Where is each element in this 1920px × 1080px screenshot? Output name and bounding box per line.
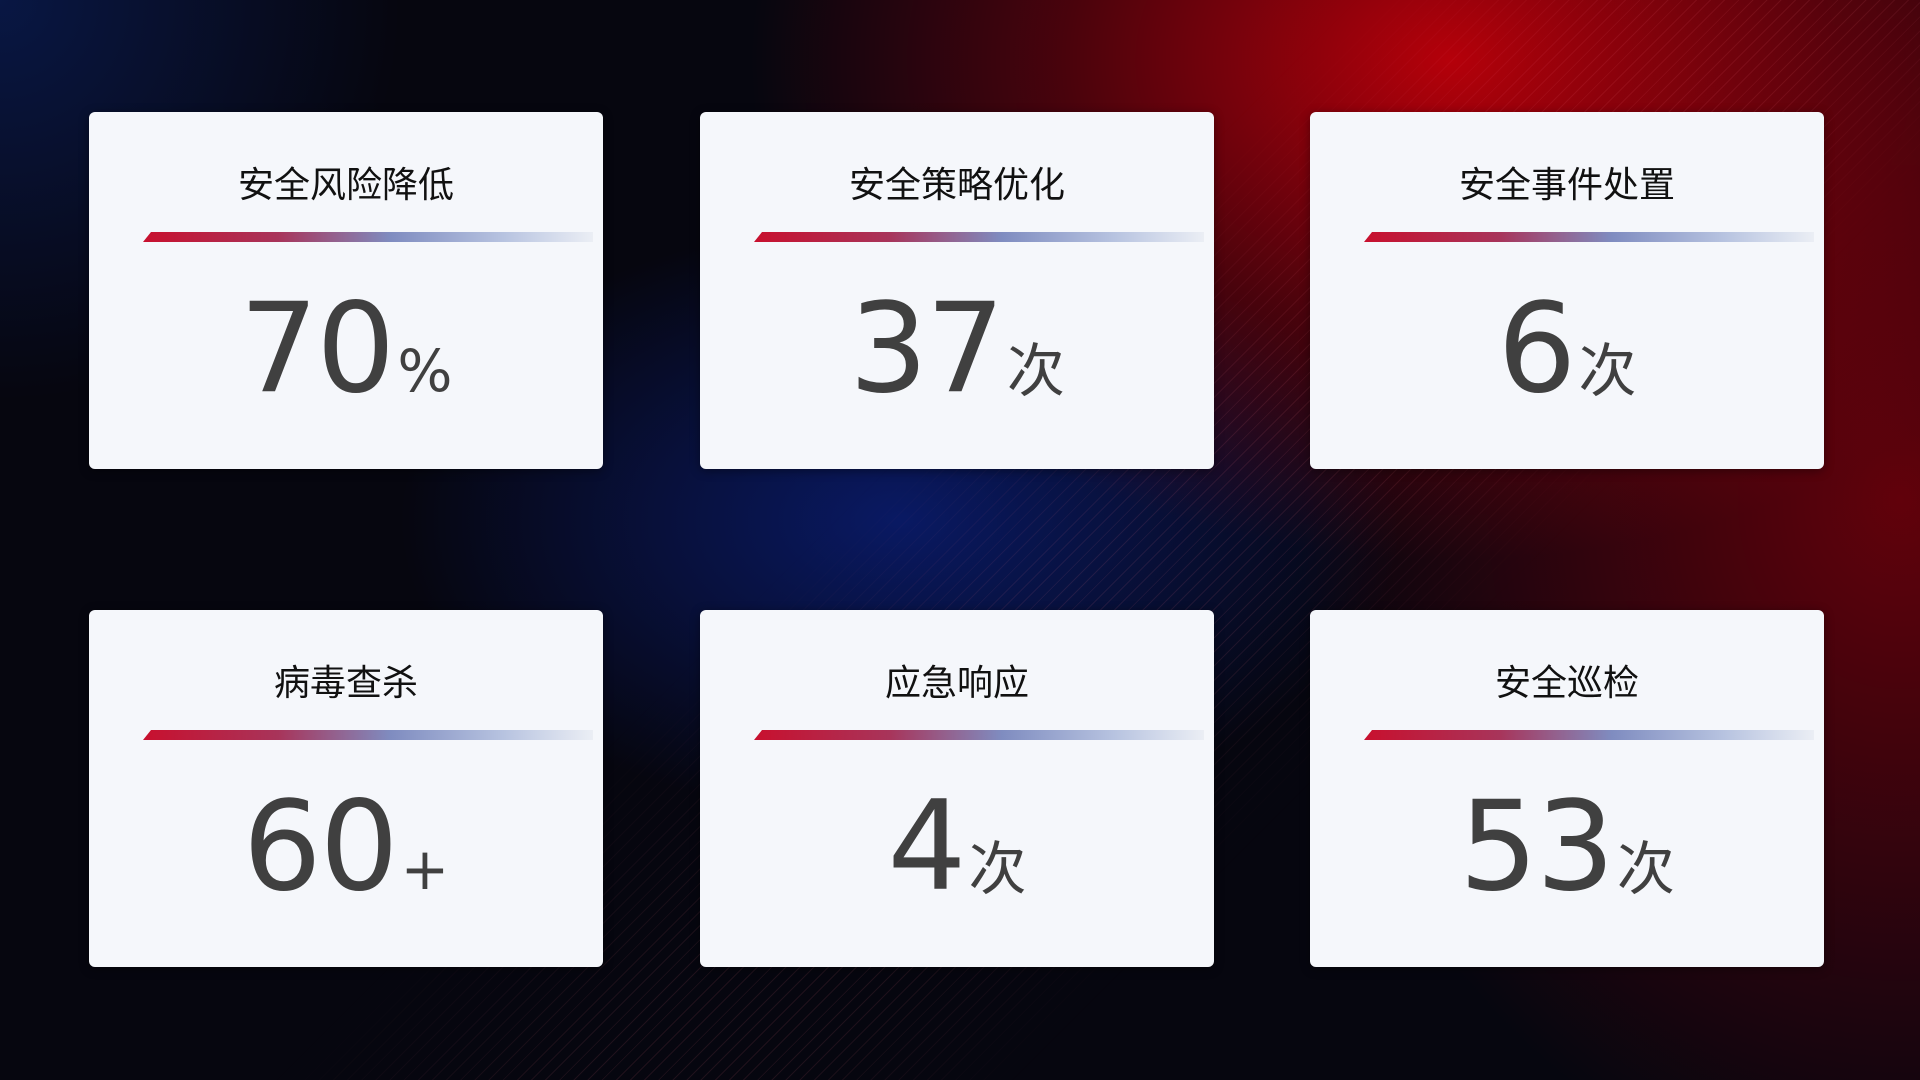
- value-number: 70: [239, 277, 396, 421]
- card-value: 37次: [700, 277, 1214, 421]
- card-title: 病毒查杀: [273, 663, 418, 704]
- card-value: 60+: [89, 775, 603, 919]
- card-title: 安全巡检: [1494, 663, 1639, 704]
- value-unit: 次: [1578, 337, 1637, 405]
- gradient-divider: [1364, 232, 1814, 242]
- gradient-divider: [754, 730, 1204, 740]
- card-title: 应急响应: [884, 663, 1029, 704]
- value-number: 60: [242, 775, 399, 919]
- value-number: 4: [887, 775, 967, 919]
- gradient-divider: [143, 730, 593, 740]
- value-number: 37: [849, 277, 1005, 421]
- value-unit: +: [400, 835, 450, 903]
- card-title: 安全事件处置: [1458, 165, 1675, 206]
- card-title: 安全风险降低: [237, 165, 454, 206]
- value-unit: 次: [1006, 337, 1065, 405]
- value-unit: 次: [1616, 835, 1675, 903]
- card-value: 53次: [1310, 775, 1824, 919]
- stat-card-security-inspection: 安全巡检 53次: [1310, 610, 1824, 967]
- stat-card-incident-handling: 安全事件处置 6次: [1310, 112, 1824, 469]
- gradient-divider: [1364, 730, 1814, 740]
- value-number: 53: [1459, 775, 1615, 919]
- stat-card-emergency-response: 应急响应 4次: [700, 610, 1214, 967]
- gradient-divider: [143, 232, 593, 242]
- card-value: 6次: [1310, 277, 1824, 421]
- stat-card-policy-optimization: 安全策略优化 37次: [700, 112, 1214, 469]
- stat-card-virus-removal: 病毒查杀 60+: [89, 610, 603, 967]
- value-unit: %: [397, 337, 453, 405]
- card-value: 70%: [89, 277, 603, 421]
- card-value: 4次: [700, 775, 1214, 919]
- stat-card-risk-reduction: 安全风险降低 70%: [89, 112, 603, 469]
- value-number: 6: [1497, 277, 1577, 421]
- gradient-divider: [754, 232, 1204, 242]
- card-title: 安全策略优化: [848, 165, 1065, 206]
- value-unit: 次: [968, 835, 1027, 903]
